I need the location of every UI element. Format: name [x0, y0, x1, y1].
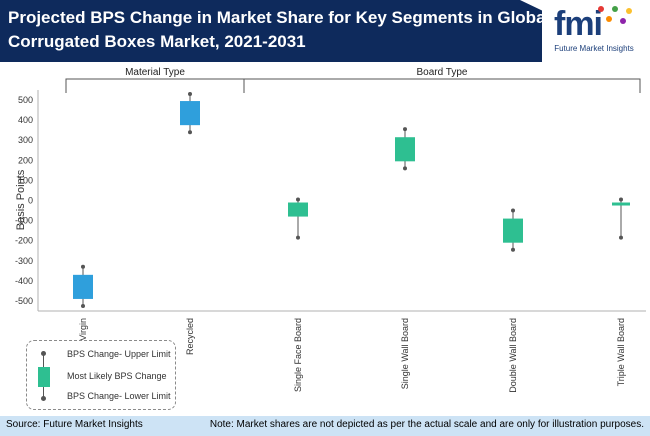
y-tick-label: -400 — [15, 276, 33, 286]
y-tick-label: 100 — [18, 175, 33, 185]
footer-source: Source: Future Market Insights — [6, 419, 143, 430]
group-bracket — [243, 78, 641, 93]
category-groups: Material Type Board Type — [65, 67, 641, 93]
x-tick-label: Virgin — [78, 318, 88, 341]
logo-dot-green — [612, 6, 618, 12]
y-tick-label: -200 — [15, 236, 33, 246]
box-most-likely — [288, 202, 308, 217]
lower-limit-point — [296, 235, 300, 240]
upper-limit-point — [188, 92, 192, 97]
box-most-likely — [73, 274, 93, 299]
upper-limit-point — [296, 197, 300, 202]
box-plot-chart: Basis Points 500 400 300 200 100 0 -100 -200 -30… — [15, 67, 646, 393]
logo-dot-purple — [620, 18, 626, 24]
logo-wordmark: fmi — [554, 5, 603, 43]
group-bracket — [65, 78, 245, 93]
y-tick-label: 500 — [18, 95, 33, 105]
x-tick-label: Single Wall Board — [400, 318, 410, 389]
legend-upper-label: BPS Change- Upper Limit — [67, 349, 171, 359]
legend-lower-dot — [41, 396, 46, 401]
x-tick-label: Single Face Board — [293, 318, 303, 392]
legend-lower-label: BPS Change- Lower Limit — [67, 391, 171, 401]
y-ticks: 500 400 300 200 100 0 -100 -200 -300 -400 -500 — [15, 95, 33, 306]
logo-panel — [542, 0, 650, 62]
fmi-logo: fmi Future Market Insights — [544, 4, 644, 60]
legend-upper-dot — [41, 351, 46, 356]
logo-dot-orange — [606, 16, 612, 22]
lower-limit-point — [511, 247, 515, 252]
upper-limit-point — [619, 197, 623, 202]
logo-subtitle: Future Market Insights — [554, 44, 634, 53]
x-tick-label: Double Wall Board — [508, 318, 518, 393]
x-tick-labels: Virgin Recycled Single Face Board Single Wa… — [78, 318, 626, 393]
y-tick-label: 300 — [18, 135, 33, 145]
chart-title: Projected BPS Change in Market Share for… — [8, 6, 551, 54]
box-most-likely — [612, 202, 630, 206]
box-series — [73, 92, 630, 308]
box-most-likely — [395, 137, 415, 162]
lower-limit-point — [81, 303, 85, 308]
group-label: Material Type — [125, 67, 185, 78]
footer-note: Note: Market shares are not depicted as … — [209, 419, 644, 430]
box-most-likely — [503, 218, 523, 243]
group-label: Board Type — [417, 67, 468, 78]
legend-box-swatch — [38, 367, 50, 387]
legend: BPS Change- Upper Limit Most Likely BPS … — [26, 340, 176, 410]
y-tick-label: 400 — [18, 115, 33, 125]
logo-dot-yellow — [626, 8, 632, 14]
x-tick-label: Triple Wall Board — [616, 318, 626, 386]
logo-dot-red — [598, 6, 604, 12]
upper-limit-point — [403, 127, 407, 132]
upper-limit-point — [81, 264, 85, 269]
y-axis-label: Basis Points — [15, 169, 27, 230]
chart-title-line-1: Projected BPS Change in Market Share for… — [8, 8, 551, 27]
legend-likely-label: Most Likely BPS Change — [67, 371, 167, 381]
footer-bar: Source: Future Market Insights Note: Mar… — [0, 416, 650, 436]
y-tick-label: -300 — [15, 256, 33, 266]
upper-limit-point — [511, 208, 515, 213]
y-tick-label: 200 — [18, 155, 33, 165]
lower-limit-point — [188, 130, 192, 135]
y-tick-label: -100 — [15, 216, 33, 226]
y-tick-label: -500 — [15, 296, 33, 306]
x-tick-label: Recycled — [185, 318, 195, 355]
y-tick-label: 0 — [28, 196, 33, 206]
chart-title-line-2: Corrugated Boxes Market, 2021-2031 — [8, 32, 306, 51]
header-banner: Projected BPS Change in Market Share for… — [0, 0, 650, 62]
lower-limit-point — [403, 166, 407, 171]
box-most-likely — [180, 101, 200, 126]
lower-limit-point — [619, 235, 623, 240]
